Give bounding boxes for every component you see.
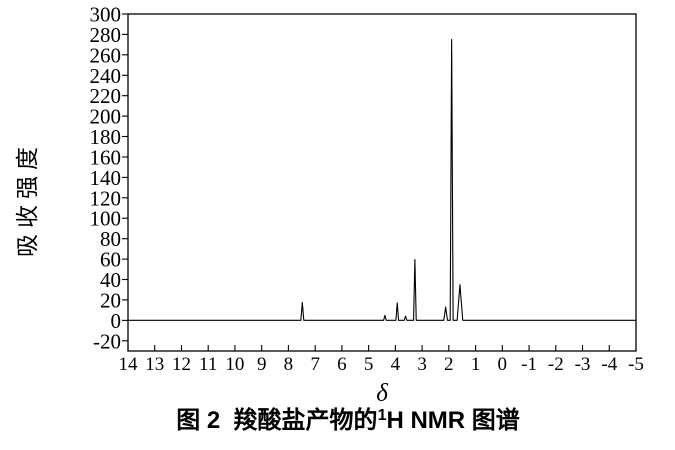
svg-text:-1: -1 <box>521 354 537 375</box>
svg-text:6: 6 <box>337 354 347 375</box>
svg-text:8: 8 <box>284 354 294 375</box>
svg-text:12: 12 <box>172 354 191 375</box>
svg-text:δ: δ <box>376 380 388 407</box>
svg-text:13: 13 <box>145 354 164 375</box>
svg-text:14: 14 <box>119 354 139 375</box>
svg-text:-20: -20 <box>93 329 121 353</box>
svg-text:7: 7 <box>310 354 320 375</box>
svg-text:10: 10 <box>225 354 244 375</box>
svg-text:吸收强度: 吸收强度 <box>14 141 40 257</box>
svg-text:0: 0 <box>498 354 508 375</box>
svg-text:-5: -5 <box>628 354 644 375</box>
svg-text:3: 3 <box>417 354 427 375</box>
svg-text:4: 4 <box>391 354 401 375</box>
svg-text:2: 2 <box>444 354 454 375</box>
svg-text:9: 9 <box>257 354 267 375</box>
svg-text:-2: -2 <box>548 354 564 375</box>
svg-text:-4: -4 <box>601 354 617 375</box>
svg-text:-3: -3 <box>575 354 591 375</box>
svg-text:1: 1 <box>471 354 481 375</box>
svg-text:图 2 羧酸盐产物的1H NMR 图谱: 图 2 羧酸盐产物的1H NMR 图谱 <box>176 406 520 434</box>
svg-text:11: 11 <box>199 354 217 375</box>
svg-text:5: 5 <box>364 354 374 375</box>
